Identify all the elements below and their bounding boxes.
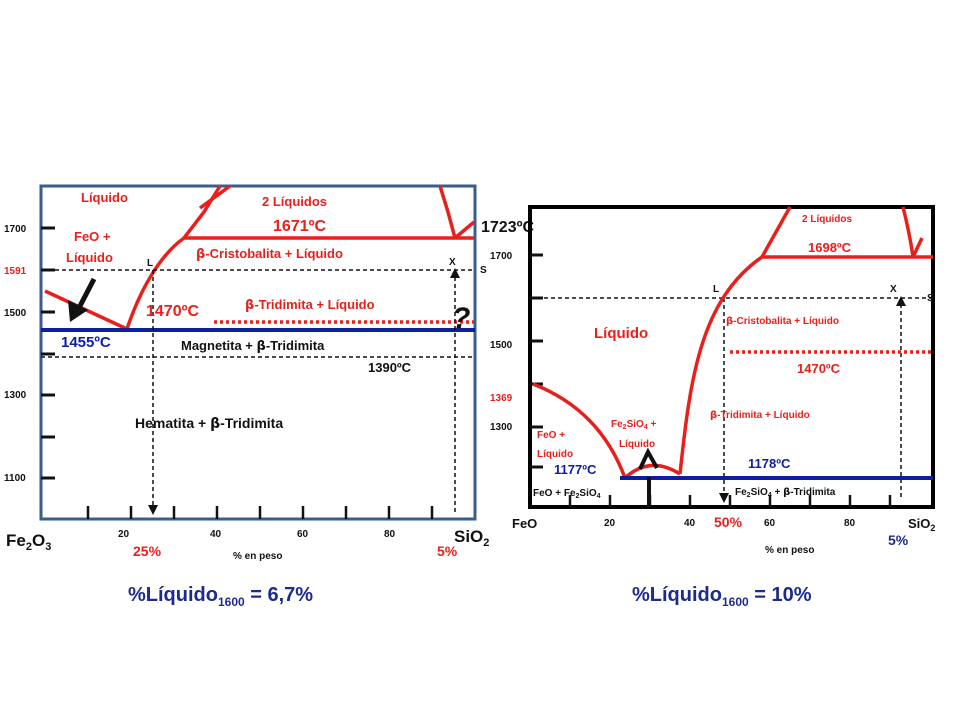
- right-temp-1178: 1178ºC: [748, 456, 791, 471]
- left-y-1500: 1500: [4, 308, 27, 319]
- left-temp-1455: 1455ºC: [61, 334, 111, 351]
- left-y-ticks: [41, 226, 55, 480]
- right-temp-1470: 1470ºC: [797, 361, 841, 376]
- left-y-1300: 1300: [4, 390, 27, 401]
- right-arrow-head-up: [896, 296, 906, 306]
- right-feo-liquidus: [532, 382, 627, 479]
- right-dome-left: [760, 206, 792, 258]
- left-region-feo-liq-2: Líquido: [66, 250, 113, 265]
- right-region-2-liquidos: 2 Líquidos: [802, 214, 852, 225]
- right-x-60: 60: [764, 518, 776, 529]
- right-frame: [528, 205, 935, 509]
- right-y-1700: 1700: [490, 251, 513, 262]
- left-xlabel: % en peso: [233, 551, 282, 562]
- left-region-hematita: Hematita + β-Tridimita: [135, 415, 283, 432]
- left-liquidus-fe-side: [44, 289, 128, 331]
- right-sio2-liquidus: [678, 255, 763, 475]
- right-y-1300: 1300: [490, 422, 513, 433]
- right-diagram: 1700 1500 1369 1300 20 40 60 80 FeO SiO2…: [490, 205, 935, 556]
- right-region-feo-liq-2: Líquido: [537, 449, 573, 460]
- right-result-formula: %Líquido1600 = 10%: [632, 584, 812, 609]
- right-region-fayalite-tridimita: Fe2SiO4 + β-Tridimita: [735, 487, 836, 499]
- right-temp-1177: 1177ºC: [554, 462, 597, 477]
- left-result-formula: %Líquido1600 = 6,7%: [128, 584, 314, 609]
- left-x-80: 80: [384, 529, 396, 540]
- left-region-magnetita: Magnetita + β-Tridimita: [181, 338, 325, 354]
- right-region-fayalite-liq-2: Líquido: [619, 439, 655, 450]
- right-point-L: L: [713, 284, 719, 295]
- left-temp-1671: 1671ºC: [273, 218, 326, 235]
- right-region-feo-liq-1: FeO +: [537, 430, 565, 441]
- left-y-1100: 1100: [4, 473, 26, 484]
- left-sio2-liquidus: [453, 220, 476, 240]
- right-region-liquido: Líquido: [594, 325, 648, 342]
- left-point-X: X: [449, 257, 456, 268]
- right-x-20: 20: [604, 518, 616, 529]
- right-x-sio2: SiO2: [908, 516, 935, 533]
- left-point-L: L: [147, 258, 153, 269]
- left-x-20: 20: [118, 529, 130, 540]
- left-x-fe2o3: Fe2O3: [6, 531, 51, 553]
- left-region-cristobalita: β-Cristobalita + Líquido: [196, 246, 343, 262]
- left-dome-left: [198, 184, 232, 210]
- right-region-fayalite-liq-1: Fe2SiO4 +: [611, 419, 656, 431]
- right-y-1500: 1500: [490, 340, 513, 351]
- left-x-40: 40: [210, 529, 222, 540]
- left-point-S: S: [480, 265, 487, 276]
- right-x-feo: FeO: [512, 516, 537, 531]
- right-region-cristobalita: β-Cristobalita + Líquido: [726, 316, 839, 327]
- left-pointer-arrow-head: [68, 300, 88, 322]
- right-xlabel: % en peso: [765, 545, 814, 556]
- right-point-S: S: [927, 293, 934, 304]
- left-temp-1390: 1390ºC: [368, 360, 412, 375]
- right-x-80: 80: [844, 518, 856, 529]
- left-region-tridimita: β-Tridimita + Líquido: [245, 297, 375, 313]
- right-fayalite-dome: [623, 463, 681, 480]
- left-temp-1723: 1723ºC: [481, 219, 534, 236]
- left-miscibility-gap: [182, 185, 222, 240]
- right-x-40: 40: [684, 518, 696, 529]
- left-region-feo-liq-1: FeO +: [74, 229, 111, 244]
- left-y-1591: 1591: [4, 266, 27, 277]
- left-x-sio2: SiO2: [454, 527, 489, 549]
- right-point-X: X: [890, 284, 897, 295]
- left-pct-5: 5%: [437, 543, 458, 559]
- right-region-tridimita: β-Tridimita + Líquido: [710, 410, 810, 421]
- left-liquidus-sio2-side: [125, 236, 186, 330]
- left-y-1700: 1700: [4, 224, 27, 235]
- right-pct-5: 5%: [888, 532, 909, 548]
- right-dome-right: [901, 206, 915, 258]
- right-region-feo-fayalite: FeO + Fe2SiO4: [533, 488, 601, 500]
- left-pct-25: 25%: [133, 543, 162, 559]
- left-region-2-liquidos: 2 Líquidos: [262, 194, 327, 209]
- left-diagram: ? 1700 1591 1500 1300 1100 20 40 60 80 F…: [4, 184, 534, 562]
- left-question-mark: ?: [452, 302, 470, 335]
- left-region-liquido: Líquido: [81, 190, 128, 205]
- right-temp-1698: 1698ºC: [808, 240, 852, 255]
- left-temp-1470: 1470ºC: [146, 303, 199, 320]
- left-x-ticks: [86, 506, 434, 519]
- left-dome-right: [438, 185, 457, 239]
- right-y-1369: 1369: [490, 393, 513, 404]
- right-caret-mark: [638, 447, 659, 470]
- left-x-60: 60: [297, 529, 309, 540]
- right-1723-rise: [911, 237, 924, 258]
- left-pointer-arrow: [77, 277, 97, 308]
- right-arrow-head-down: [719, 493, 729, 503]
- left-arrow-head-down: [148, 505, 158, 515]
- right-pct-50: 50%: [714, 514, 743, 530]
- left-arrow-head-up: [450, 268, 460, 278]
